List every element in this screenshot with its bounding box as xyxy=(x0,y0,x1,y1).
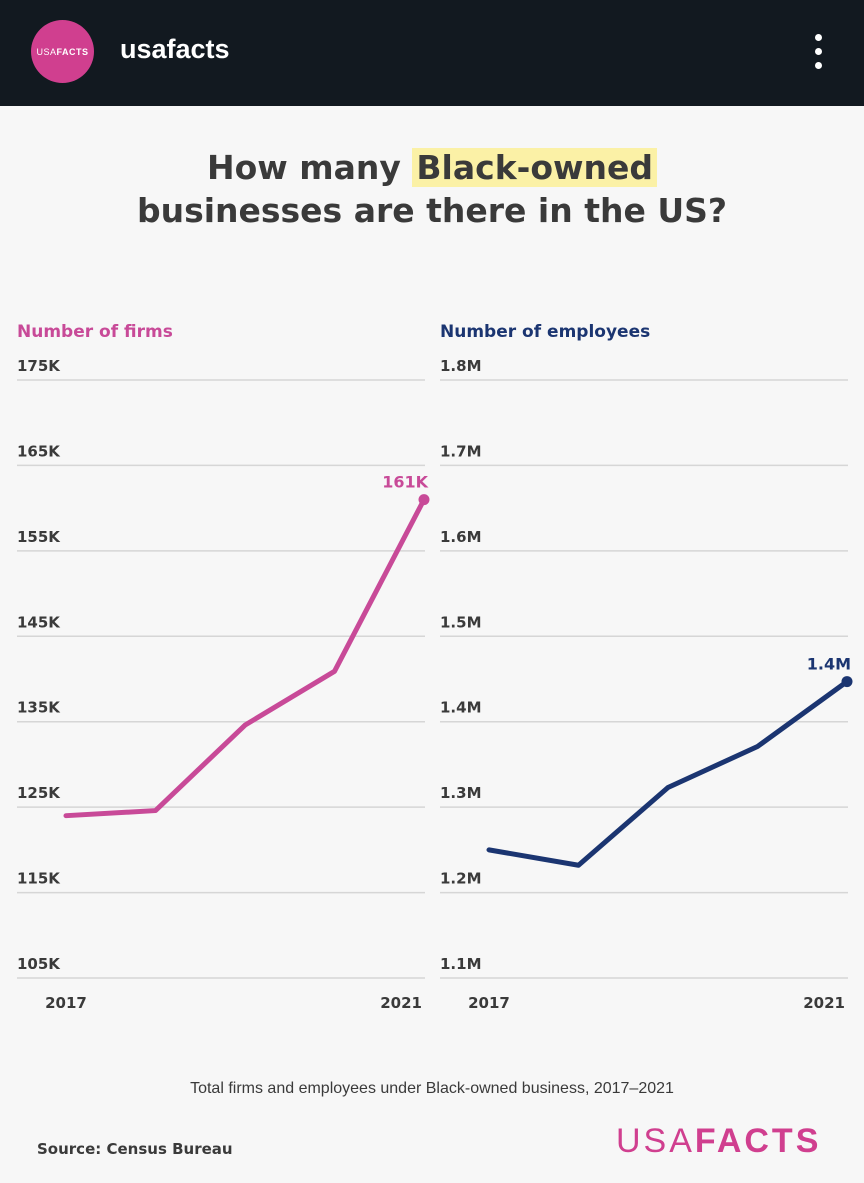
y-tick-label: 135K xyxy=(17,699,61,717)
x-tick-label: 2017 xyxy=(468,994,510,1012)
profile-avatar[interactable]: USA FACTS xyxy=(31,20,94,83)
more-options-icon[interactable] xyxy=(806,34,830,70)
end-value-label: 1.4M xyxy=(807,655,851,674)
y-tick-label: 125K xyxy=(17,784,61,802)
end-point-marker xyxy=(841,676,853,688)
source-note: Source: Census Bureau xyxy=(37,1140,233,1158)
employees-chart-title: Number of employees xyxy=(440,322,651,342)
end-point-marker xyxy=(418,494,430,506)
employees-chart-panel: Number of employees 1.8M 1.7M 1.6M 1.5M 1.4M… xyxy=(423,318,853,1018)
end-value-label: 161K xyxy=(382,473,428,492)
y-tick-label: 1.7M xyxy=(440,442,482,460)
avatar-text-bold: FACTS xyxy=(56,46,89,57)
y-tick-label: 1.4M xyxy=(440,699,482,717)
avatar-text-light: USA xyxy=(36,46,57,57)
y-tick-label: 105K xyxy=(17,955,61,973)
firms-line-chart: 175K 165K 155K 145K 135K 125K 115K 105K 161K 2017… xyxy=(17,357,430,1012)
y-tick-label: 1.5M xyxy=(440,613,482,631)
y-tick-label: 1.2M xyxy=(440,870,482,888)
logo-bold: FACTS xyxy=(694,1122,822,1160)
y-tick-label: 1.6M xyxy=(440,528,482,546)
title-after: businesses are there in the US? xyxy=(136,191,728,230)
title-before: How many xyxy=(206,148,413,187)
top-bar: USA FACTS usafacts xyxy=(0,0,864,106)
y-tick-label: 1.3M xyxy=(440,784,482,802)
x-tick-label: 2021 xyxy=(803,994,845,1012)
logo-light: USA xyxy=(616,1122,695,1160)
title-highlight: Black-owned xyxy=(412,148,657,187)
series-line xyxy=(63,497,427,819)
y-tick-label: 165K xyxy=(17,442,61,460)
account-username[interactable]: usafacts xyxy=(120,34,230,64)
x-tick-label: 2021 xyxy=(380,994,422,1012)
y-tick-label: 1.1M xyxy=(440,955,482,973)
series-line xyxy=(486,679,850,868)
y-tick-label: 1.8M xyxy=(440,357,482,375)
y-tick-label: 155K xyxy=(17,528,61,546)
x-tick-label: 2017 xyxy=(45,994,87,1012)
usafacts-logo: USAFACTS xyxy=(616,1122,821,1161)
y-tick-label: 175K xyxy=(17,357,61,375)
firms-chart-panel: Number of firms 175K 165K 155K 145K 135K 125K… xyxy=(0,318,430,1018)
infographic-title: How many Black-owned businesses are ther… xyxy=(0,146,864,232)
chart-caption: Total firms and employees under Black-ow… xyxy=(190,1080,674,1097)
employees-line-chart: 1.8M 1.7M 1.6M 1.5M 1.4M 1.3M 1.2M 1.1M 1.4M 2017… xyxy=(440,357,853,1012)
y-tick-label: 115K xyxy=(17,870,61,888)
firms-chart-title: Number of firms xyxy=(17,322,173,342)
y-tick-label: 145K xyxy=(17,613,61,631)
